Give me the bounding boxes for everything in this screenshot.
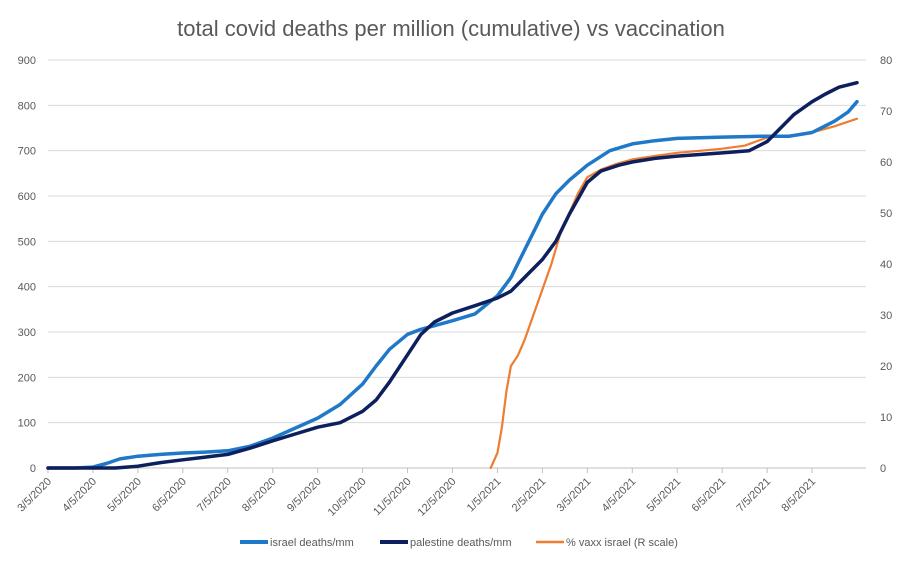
right-tick-label: 20 bbox=[880, 361, 892, 373]
left-tick-label: 700 bbox=[18, 146, 36, 158]
x-tick-label: 5/5/2020 bbox=[105, 476, 144, 515]
x-tick-label: 5/5/2021 bbox=[645, 476, 684, 515]
x-tick-label: 10/5/2020 bbox=[326, 476, 369, 519]
left-tick-label: 600 bbox=[18, 191, 36, 203]
x-tick-label: 11/5/2020 bbox=[371, 476, 414, 519]
legend-label-vaxx: % vaxx israel (R scale) bbox=[566, 537, 678, 549]
left-tick-label: 200 bbox=[18, 372, 36, 384]
series-line-2 bbox=[489, 117, 859, 470]
right-tick-label: 30 bbox=[880, 310, 892, 322]
left-tick-label: 100 bbox=[18, 418, 36, 430]
chart-title: total covid deaths per million (cumulati… bbox=[177, 16, 725, 41]
left-tick-label: 800 bbox=[18, 100, 36, 112]
x-tick-label: 1/5/2021 bbox=[465, 476, 504, 515]
legend: israel deaths/mm palestine deaths/mm % v… bbox=[240, 537, 678, 549]
x-axis-ticks: 3/5/2020 4/5/2020 5/5/2020 6/5/2020 7/5/2020… bbox=[15, 468, 818, 519]
series-line-1 bbox=[46, 80, 859, 470]
right-tick-label: 40 bbox=[880, 259, 892, 271]
x-tick-label: 4/5/2021 bbox=[600, 476, 639, 515]
x-tick-label: 7/5/2021 bbox=[734, 476, 773, 515]
x-tick-label: 8/5/2020 bbox=[240, 476, 279, 515]
right-tick-label: 10 bbox=[880, 412, 892, 424]
x-tick-label: 6/5/2021 bbox=[690, 476, 729, 515]
left-axis-ticks: 0 100 200 300 400 500 600 700 800 900 bbox=[18, 55, 36, 475]
right-tick-label: 0 bbox=[880, 463, 886, 475]
left-tick-label: 900 bbox=[18, 55, 36, 67]
x-tick-label: 4/5/2020 bbox=[60, 476, 99, 515]
right-tick-label: 60 bbox=[880, 157, 892, 169]
right-tick-label: 50 bbox=[880, 208, 892, 220]
x-tick-label: 12/5/2020 bbox=[416, 476, 459, 519]
legend-label-israel: israel deaths/mm bbox=[270, 537, 354, 549]
right-axis-ticks: 0 10 20 30 40 50 60 70 80 bbox=[880, 55, 892, 475]
right-tick-label: 70 bbox=[880, 106, 892, 118]
left-tick-label: 0 bbox=[30, 463, 36, 475]
gridlines bbox=[48, 59, 866, 469]
x-tick-label: 3/5/2021 bbox=[555, 476, 594, 515]
x-tick-label: 9/5/2020 bbox=[285, 476, 324, 515]
x-tick-label: 8/5/2021 bbox=[779, 476, 818, 515]
right-tick-label: 80 bbox=[880, 55, 892, 67]
x-tick-label: 7/5/2020 bbox=[195, 476, 234, 515]
x-tick-label: 3/5/2020 bbox=[15, 476, 54, 515]
x-tick-label: 2/5/2021 bbox=[510, 476, 549, 515]
legend-label-palestine: palestine deaths/mm bbox=[410, 537, 512, 549]
left-tick-label: 400 bbox=[18, 282, 36, 294]
series-line-0 bbox=[46, 99, 859, 470]
series-lines bbox=[46, 80, 859, 470]
left-tick-label: 300 bbox=[18, 327, 36, 339]
x-tick-label: 6/5/2020 bbox=[150, 476, 189, 515]
left-tick-label: 500 bbox=[18, 236, 36, 248]
